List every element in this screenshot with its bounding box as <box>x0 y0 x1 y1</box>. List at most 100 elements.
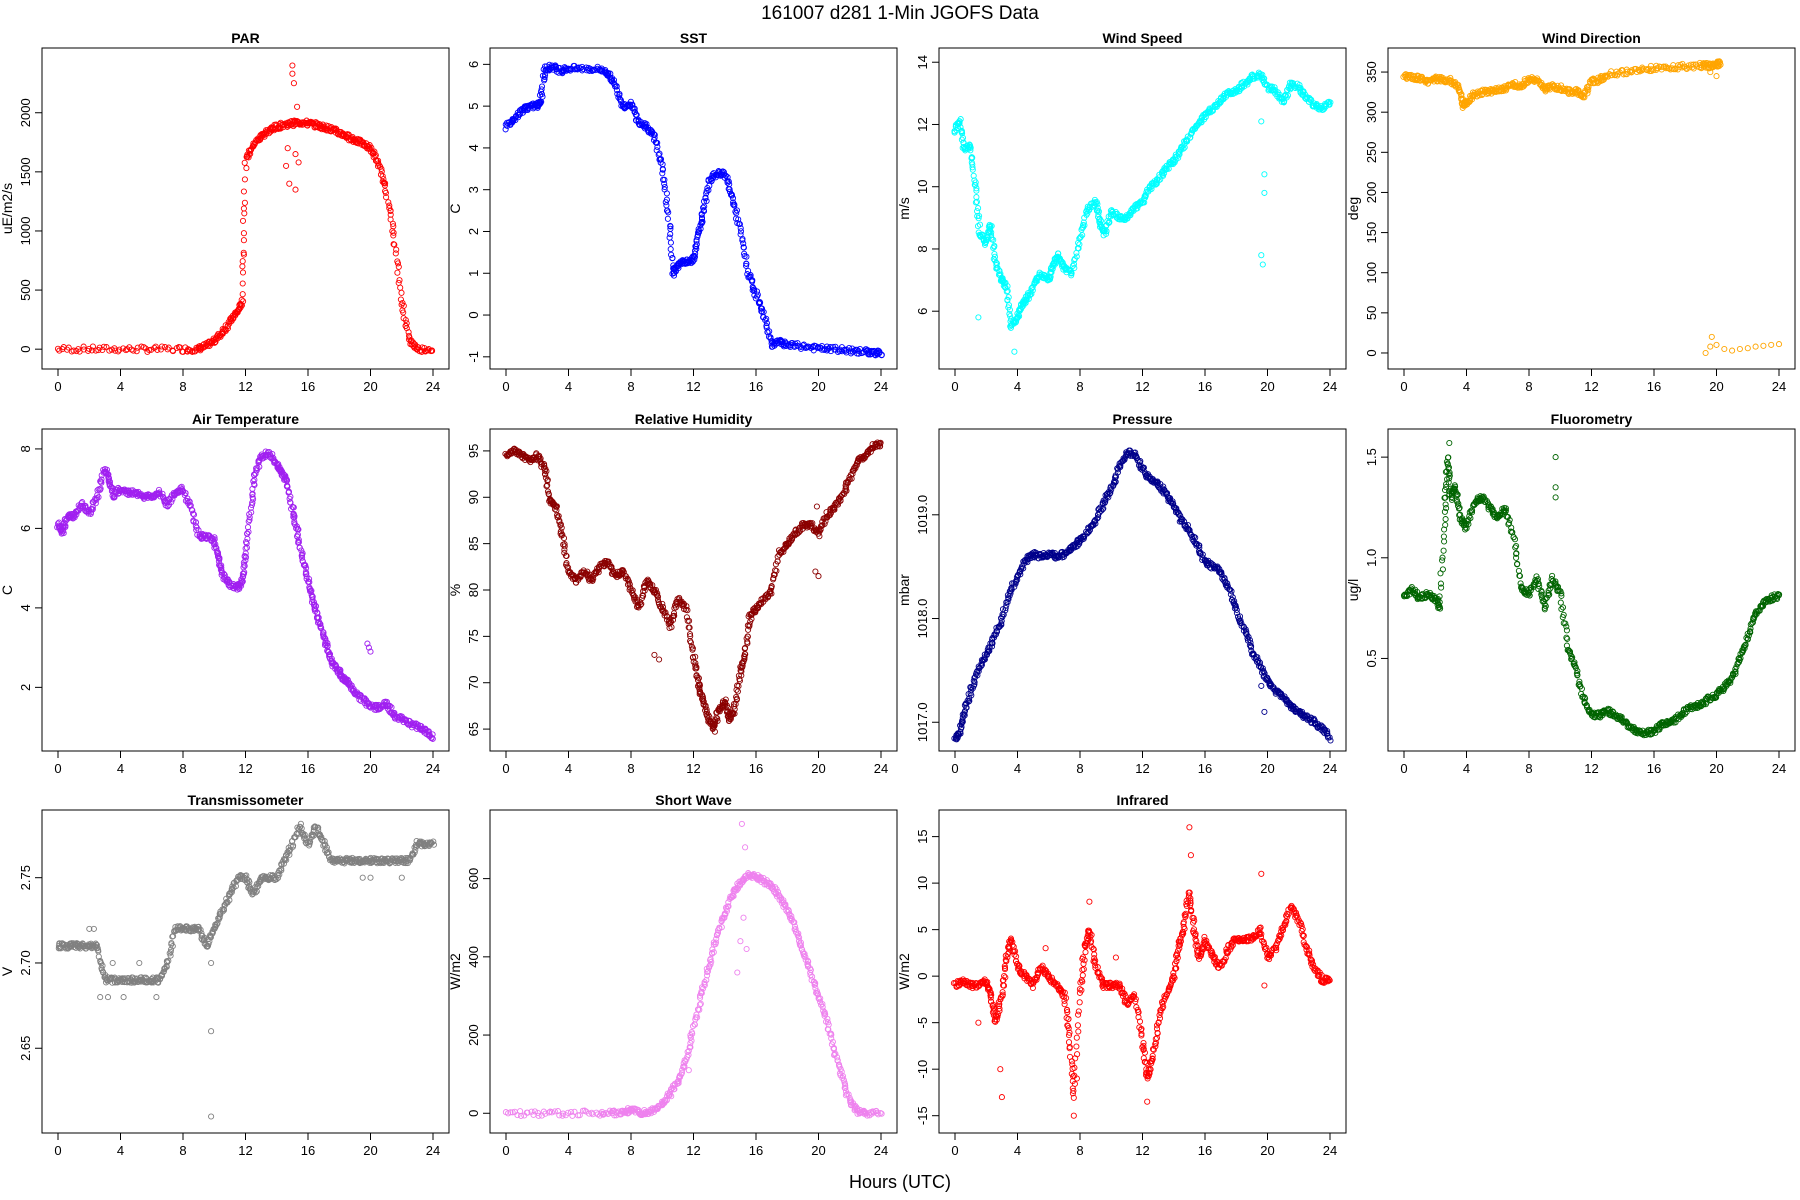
data-point <box>398 289 405 296</box>
y-tick-label: 6 <box>915 308 930 315</box>
data-point <box>238 296 245 303</box>
x-tick-label: 4 <box>1014 761 1021 776</box>
x-tick-label: 16 <box>1198 379 1212 394</box>
data-point <box>610 77 618 84</box>
data-point <box>240 237 247 244</box>
data-point <box>265 130 273 137</box>
x-tick-label: 24 <box>1323 761 1337 776</box>
data-point <box>391 241 398 248</box>
data-point <box>669 254 676 262</box>
y-tick-label: 1.5 <box>1364 448 1379 466</box>
y-tick-label: 1019.0 <box>915 495 930 535</box>
panel-title: Relative Humidity <box>635 411 753 427</box>
data-point <box>100 343 107 350</box>
data-point <box>154 346 161 353</box>
data-point <box>158 343 165 350</box>
data-point <box>656 656 663 663</box>
data-point <box>661 183 668 191</box>
x-tick-label: 24 <box>1772 379 1786 394</box>
data-point <box>289 70 296 77</box>
data-point <box>210 335 217 342</box>
y-tick-label: 2 <box>466 228 481 235</box>
x-tick-label: 4 <box>117 379 124 394</box>
y-tick-label: 8 <box>915 245 930 252</box>
data-point <box>693 241 700 248</box>
x-tick-label: 16 <box>301 761 315 776</box>
data-point <box>730 201 737 208</box>
data-points <box>951 447 1334 744</box>
x-tick-label: 0 <box>502 379 509 394</box>
data-point <box>665 209 672 216</box>
y-tick-label: 0.5 <box>1364 649 1379 667</box>
x-tick-label: 8 <box>1076 379 1083 394</box>
data-point <box>1441 538 1448 545</box>
panel-title: SST <box>680 30 708 46</box>
data-point <box>667 239 674 246</box>
data-point <box>240 251 247 258</box>
data-point <box>376 162 383 169</box>
data-point <box>1752 343 1759 350</box>
data-point <box>1440 533 1447 540</box>
data-point <box>88 347 95 354</box>
data-point <box>392 250 399 257</box>
data-point <box>667 246 674 253</box>
y-tick-label: 1.0 <box>1364 549 1379 567</box>
y-tick-label: 75 <box>466 629 481 643</box>
data-point <box>643 120 650 128</box>
panel-title: Fluorometry <box>1551 411 1633 427</box>
data-point <box>651 651 658 658</box>
y-tick-label: 250 <box>1364 141 1379 163</box>
y-tick-label: 65 <box>466 722 481 736</box>
data-point <box>241 210 248 217</box>
data-point <box>56 347 63 354</box>
data-point <box>736 221 743 228</box>
data-point <box>541 76 548 83</box>
data-point <box>380 176 387 183</box>
data-point <box>725 178 732 185</box>
x-tick-label: 12 <box>238 379 252 394</box>
data-point <box>245 154 252 161</box>
data-point <box>390 232 397 239</box>
x-tick-label: 20 <box>1260 379 1274 394</box>
data-point <box>666 234 673 241</box>
x-tick-label: 12 <box>1135 761 1149 776</box>
y-tick-label: 6 <box>466 61 481 68</box>
x-tick-label: 0 <box>54 761 61 776</box>
data-point <box>733 207 741 214</box>
x-tick-label: 20 <box>1260 761 1274 776</box>
data-point <box>691 247 699 254</box>
data-point <box>668 251 675 258</box>
x-tick-label: 8 <box>1525 379 1532 394</box>
data-point <box>1744 345 1751 352</box>
data-point <box>743 253 750 260</box>
data-point <box>737 228 745 235</box>
data-point <box>724 179 731 186</box>
data-point <box>148 346 155 353</box>
data-point <box>290 80 297 87</box>
data-point <box>664 215 671 222</box>
data-point <box>283 162 290 169</box>
data-point <box>1775 341 1783 348</box>
data-point <box>399 299 406 307</box>
data-point <box>656 150 663 157</box>
data-point <box>396 277 403 284</box>
data-point <box>400 309 407 316</box>
x-tick-label: 0 <box>502 761 509 776</box>
data-point <box>378 165 385 172</box>
data-points <box>54 448 436 742</box>
y-axis-label: C <box>0 585 15 595</box>
y-tick-label: 200 <box>1364 182 1379 204</box>
x-tick-label: 0 <box>951 379 958 394</box>
y-tick-label: 500 <box>18 279 33 301</box>
data-point <box>1259 261 1266 268</box>
y-tick-label: 85 <box>466 536 481 550</box>
x-tick-label: 8 <box>1076 761 1083 776</box>
x-tick-label: 12 <box>1584 761 1598 776</box>
data-point <box>703 188 710 195</box>
x-tick-label: 20 <box>363 379 377 394</box>
x-tick-label: 12 <box>1584 379 1598 394</box>
data-point <box>650 131 658 138</box>
